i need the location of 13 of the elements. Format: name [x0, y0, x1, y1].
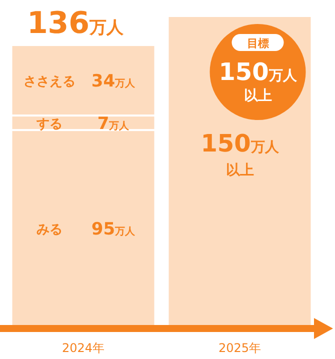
data-label: 7万人 — [97, 114, 130, 134]
data-label: 95万人 — [91, 220, 136, 240]
data-label: 150万人以上 — [200, 130, 280, 178]
data-label: 34万人 — [91, 71, 136, 92]
annotation: 目標 150万人以上 — [210, 24, 306, 120]
series-label: ささえる — [23, 74, 76, 90]
series-label: する — [35, 116, 62, 132]
annotation: 150万人以上 — [218, 58, 298, 104]
x-tick-label: 2024年 — [62, 341, 105, 355]
x-tick-label: 2025年 — [218, 341, 262, 355]
annotation: 目標 — [246, 37, 269, 50]
total-label: 136万人 — [26, 6, 125, 42]
series-label: みる — [36, 222, 62, 238]
